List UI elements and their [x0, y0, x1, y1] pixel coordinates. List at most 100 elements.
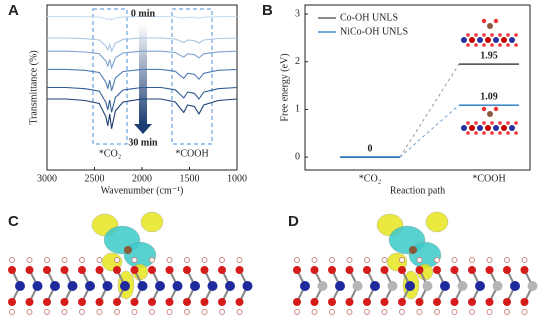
atom-icon — [514, 43, 518, 47]
hydrogen — [114, 309, 120, 315]
hydrogen — [184, 257, 190, 263]
atom-icon — [485, 125, 491, 131]
hydrogen — [131, 309, 138, 315]
oxygen — [450, 298, 459, 306]
atom-icon — [509, 125, 515, 131]
oxygen — [130, 266, 139, 274]
oxygen — [468, 266, 476, 274]
hydrogen — [346, 257, 353, 263]
hydrogen — [399, 309, 405, 315]
adsorbate-icon — [487, 23, 493, 29]
spectrum-line — [47, 98, 238, 129]
atom-icon — [490, 121, 494, 125]
oxygen — [503, 266, 511, 274]
oxygen — [503, 298, 511, 306]
hydrogen — [381, 309, 388, 315]
oxygen — [95, 266, 104, 274]
value-label: 0 — [368, 143, 373, 154]
hydrogen — [329, 257, 335, 263]
spectrum-line — [47, 86, 238, 113]
hydrogen — [236, 309, 243, 315]
oxygen — [148, 298, 156, 306]
hydrogen — [399, 257, 405, 263]
hydrogen — [201, 309, 208, 315]
metal — [440, 281, 450, 291]
atom-icon — [514, 33, 518, 37]
hydrogen — [311, 257, 318, 263]
metal — [85, 281, 95, 291]
oxygen — [43, 266, 51, 274]
metal — [120, 281, 130, 291]
atom-icon — [482, 43, 486, 47]
metal — [207, 281, 218, 291]
oxygen — [293, 266, 301, 274]
annotation: 30 min — [128, 137, 158, 148]
metal — [190, 281, 200, 291]
hydrogen — [486, 309, 493, 315]
annotation: *CO₂ — [99, 148, 121, 159]
oxygen — [60, 298, 69, 306]
hydrogen — [9, 257, 15, 263]
atom-icon — [461, 37, 467, 43]
hydrogen — [219, 257, 225, 263]
structure-d — [293, 211, 538, 315]
atom-icon — [477, 37, 483, 43]
charge-density — [140, 211, 164, 233]
x-tick-label: *CO₂ — [359, 173, 381, 184]
oxygen — [485, 266, 494, 274]
metal — [457, 281, 468, 291]
adsorbate-icon — [493, 18, 499, 24]
hydrogen — [434, 257, 440, 263]
atom-icon — [466, 33, 470, 37]
hydrogen — [96, 257, 103, 263]
oxygen — [415, 298, 424, 306]
x-axis-label: Wavenumber (cm⁻¹) — [101, 185, 184, 196]
oxygen — [200, 298, 209, 306]
hydrogen — [61, 309, 68, 315]
oxygen — [218, 298, 226, 306]
oxygen — [328, 298, 336, 306]
atom-icon — [485, 37, 491, 43]
adsorbate-icon — [481, 106, 487, 112]
oxygen — [8, 266, 16, 274]
oxygen — [130, 298, 139, 306]
annotation-box — [171, 8, 213, 145]
adsorbate-icon — [487, 111, 493, 117]
oxygen — [398, 298, 406, 306]
y-tick-label: 1 — [295, 104, 300, 115]
hydrogen — [79, 257, 85, 263]
atom-icon — [466, 121, 470, 125]
atom-icon — [498, 33, 502, 37]
atom-icon — [501, 37, 507, 43]
oxygen — [345, 266, 354, 274]
hydrogen — [434, 309, 440, 315]
value-label: 1.95 — [480, 50, 498, 61]
atom-icon — [514, 121, 518, 125]
metal — [242, 281, 253, 291]
hydrogen — [9, 309, 15, 315]
atom-icon — [466, 131, 470, 135]
atom-icon — [474, 121, 478, 125]
hydrogen — [131, 257, 138, 263]
atom-icon — [490, 43, 494, 47]
metal — [67, 281, 78, 291]
oxygen — [398, 266, 406, 274]
atom-icon — [493, 37, 499, 43]
metal — [15, 281, 25, 291]
atom-icon — [474, 33, 478, 37]
atom-icon — [514, 131, 518, 135]
atom-icon — [506, 43, 510, 47]
hydrogen — [294, 309, 300, 315]
metal — [370, 281, 380, 291]
oxygen — [25, 266, 34, 274]
hydrogen — [44, 309, 50, 315]
oxygen — [78, 298, 86, 306]
hydrogen — [364, 257, 370, 263]
oxygen — [328, 266, 336, 274]
hydrogen — [166, 309, 173, 315]
annotation: *COOH — [175, 148, 208, 159]
oxygen — [113, 298, 121, 306]
adsorbate-c — [124, 246, 132, 254]
spectrum-line — [47, 15, 238, 21]
legend-label: Co-OH UNLS — [340, 12, 398, 23]
